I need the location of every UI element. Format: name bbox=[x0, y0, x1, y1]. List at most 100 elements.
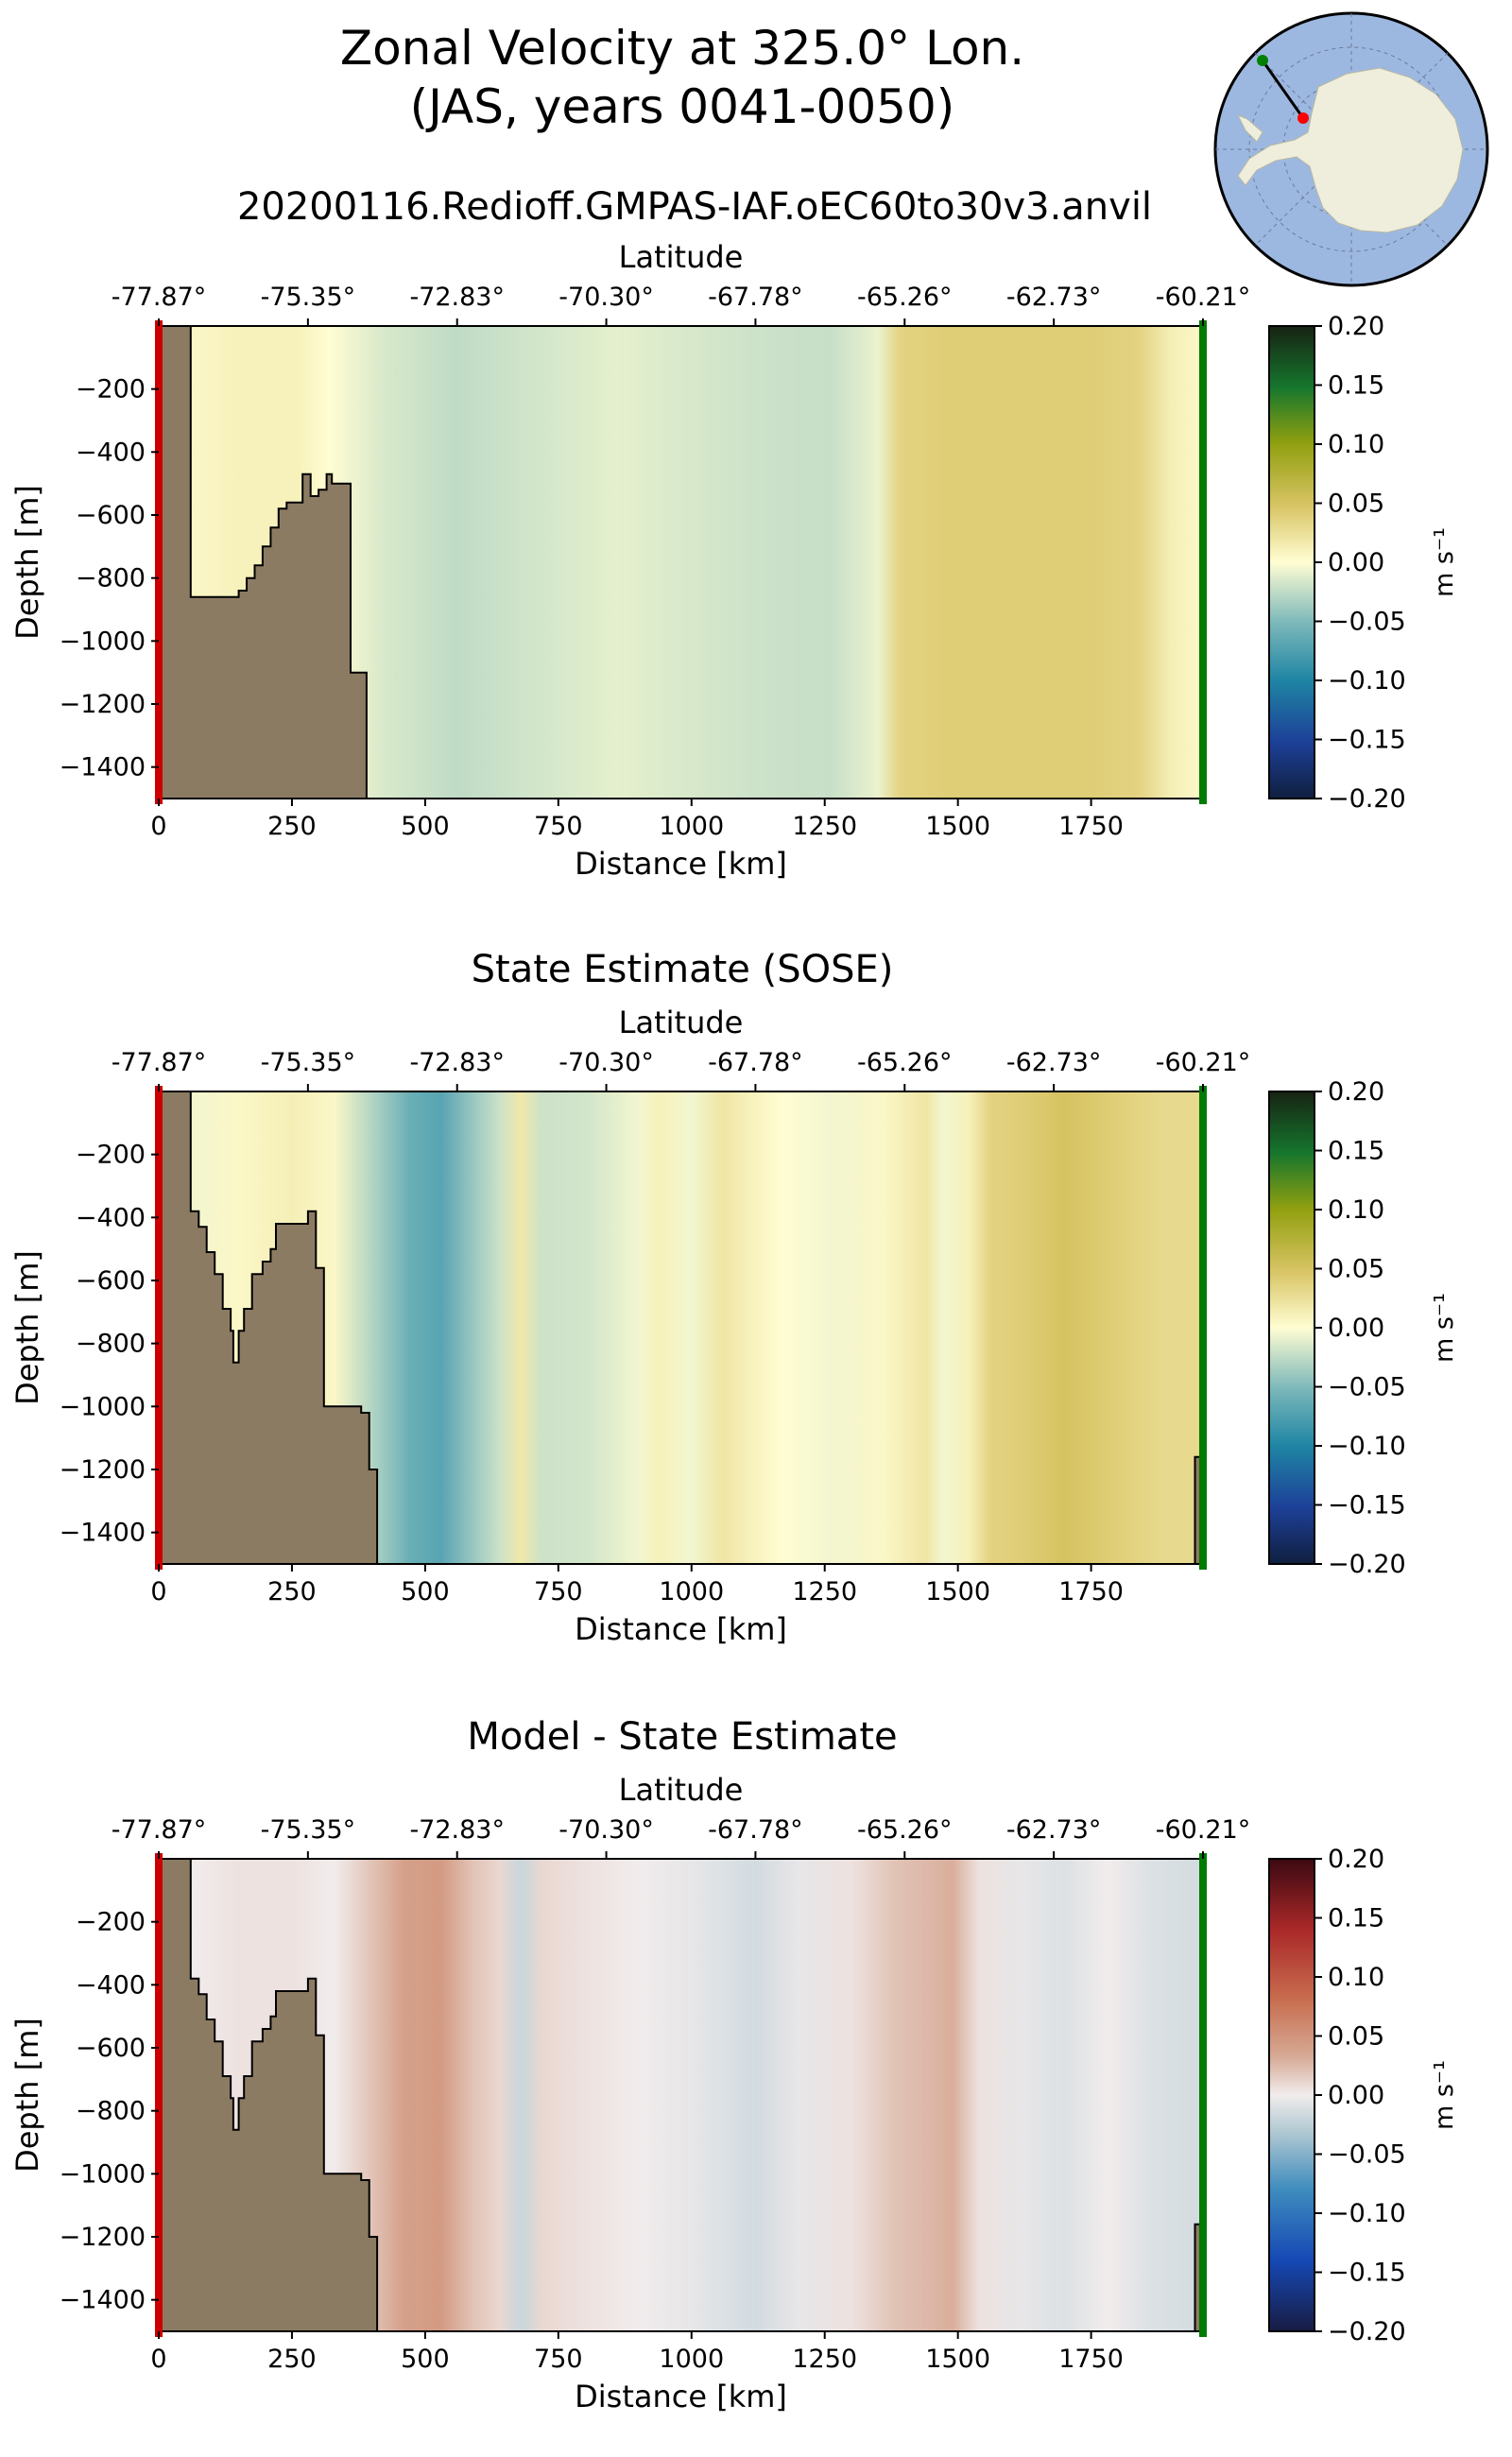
lat-tick-label: -75.35° bbox=[261, 283, 356, 312]
lat-tick-label: -60.21° bbox=[1156, 283, 1251, 312]
panel-title: Model - State Estimate bbox=[467, 1715, 897, 1759]
bathymetry-left bbox=[158, 1858, 379, 2332]
run-name: 20200116.Redioff.GMPAS-IAF.oEC60to30v3.a… bbox=[237, 185, 1152, 229]
y-tick-label: −400 bbox=[76, 1970, 146, 2000]
colorbar-tick-label: 0.10 bbox=[1328, 430, 1384, 459]
lat-tick-label: -72.83° bbox=[409, 1815, 505, 1845]
lat-tick-label: -62.73° bbox=[1006, 283, 1102, 312]
lat-tick-label: -65.26° bbox=[857, 1815, 953, 1845]
panel-2: State Estimate (SOSE) 0 250 500 750 1000 1250 1… bbox=[9, 948, 1459, 1647]
lat-tick-label: -77.87° bbox=[112, 1048, 207, 1077]
y-tick-label: −1000 bbox=[60, 1392, 146, 1421]
transect-start-marker bbox=[155, 1086, 163, 1570]
x-axis-label: Distance [km] bbox=[575, 846, 787, 882]
transect-end-marker bbox=[1199, 320, 1207, 804]
transect-end-marker bbox=[1199, 1853, 1207, 2337]
bathymetry-left bbox=[158, 1091, 379, 1565]
lat-tick-label: -75.35° bbox=[261, 1048, 356, 1077]
lat-tick-label: -67.78° bbox=[708, 283, 803, 312]
latitude-axis-label: Latitude bbox=[619, 1005, 744, 1040]
colorbar-tick-label: 0.20 bbox=[1328, 312, 1384, 341]
x-axis-label: Distance [km] bbox=[575, 1611, 787, 1647]
x-tick-label: 1250 bbox=[792, 2345, 857, 2374]
x-tick-label: 750 bbox=[534, 1577, 583, 1606]
colorbar-tick-label: −0.20 bbox=[1328, 784, 1406, 814]
bathymetry-left bbox=[158, 325, 368, 799]
transect-start-marker bbox=[155, 320, 163, 804]
x-tick-label: 1000 bbox=[659, 2345, 724, 2374]
colorbar-tick-label: −0.05 bbox=[1328, 2140, 1406, 2170]
y-tick-label: −200 bbox=[76, 1141, 146, 1170]
colorbar-tick-label: 0.15 bbox=[1328, 371, 1384, 401]
y-tick-label: −600 bbox=[76, 1266, 146, 1296]
y-tick-label: −1000 bbox=[60, 627, 146, 656]
x-tick-label: 1500 bbox=[925, 1577, 990, 1606]
colorbar-tick-label: −0.15 bbox=[1328, 1491, 1406, 1521]
x-tick-label: 500 bbox=[401, 1577, 450, 1606]
colorbar bbox=[1268, 1858, 1315, 2332]
figure-title-line1: Zonal Velocity at 325.0° Lon. bbox=[340, 21, 1024, 76]
y-tick-label: −200 bbox=[76, 375, 146, 404]
lat-tick-label: -65.26° bbox=[857, 283, 953, 312]
lat-tick-label: -70.30° bbox=[558, 283, 654, 312]
transect-start-marker bbox=[155, 1853, 163, 2337]
colorbar-tick-label: 0.10 bbox=[1328, 1963, 1384, 1992]
lat-tick-label: -67.78° bbox=[708, 1048, 803, 1077]
x-tick-label: 1500 bbox=[925, 812, 990, 841]
y-tick-label: −1200 bbox=[60, 2223, 146, 2252]
colorbar-tick-label: 0.05 bbox=[1328, 1255, 1384, 1284]
colorbar-tick-label: 0.00 bbox=[1328, 548, 1384, 577]
y-tick-label: −400 bbox=[76, 438, 146, 467]
latitude-axis-label: Latitude bbox=[619, 239, 744, 275]
panel-title: State Estimate (SOSE) bbox=[472, 948, 894, 991]
colorbar bbox=[1268, 1091, 1315, 1565]
x-tick-label: 750 bbox=[534, 812, 583, 841]
colorbar-label: m s⁻¹ bbox=[1430, 2060, 1459, 2130]
x-tick-label: 1250 bbox=[792, 1577, 857, 1606]
y-tick-label: −400 bbox=[76, 1203, 146, 1232]
colorbar-tick-label: −0.20 bbox=[1328, 2317, 1406, 2346]
y-tick-label: −600 bbox=[76, 501, 146, 530]
colorbar-tick-label: 0.00 bbox=[1328, 1314, 1384, 1343]
y-tick-label: −200 bbox=[76, 1908, 146, 1937]
colorbar-tick-label: −0.10 bbox=[1328, 1432, 1406, 1461]
colorbar-tick-label: 0.05 bbox=[1328, 490, 1384, 519]
y-tick-label: −1200 bbox=[60, 690, 146, 719]
x-tick-label: 1750 bbox=[1058, 2345, 1124, 2374]
x-tick-label: 1750 bbox=[1058, 1577, 1124, 1606]
colorbar-tick-label: −0.05 bbox=[1328, 608, 1406, 637]
lat-tick-label: -70.30° bbox=[558, 1048, 654, 1077]
lat-tick-label: -72.83° bbox=[409, 283, 505, 312]
colorbar-label: m s⁻¹ bbox=[1430, 527, 1459, 597]
x-tick-label: 500 bbox=[401, 2345, 450, 2374]
y-tick-label: −600 bbox=[76, 2034, 146, 2063]
colorbar-tick-label: 0.20 bbox=[1328, 1077, 1384, 1107]
x-tick-label: 0 bbox=[150, 812, 166, 841]
inset-transect-end-dot bbox=[1257, 55, 1268, 66]
lat-tick-label: -62.73° bbox=[1006, 1815, 1102, 1845]
x-tick-label: 750 bbox=[534, 2345, 583, 2374]
y-tick-label: −800 bbox=[76, 2097, 146, 2126]
colorbar-tick-label: −0.15 bbox=[1328, 726, 1406, 755]
colorbar-tick-label: −0.20 bbox=[1328, 1550, 1406, 1579]
x-tick-label: 1000 bbox=[659, 812, 724, 841]
x-tick-label: 1250 bbox=[792, 812, 857, 841]
colorbar-label: m s⁻¹ bbox=[1430, 1293, 1459, 1363]
lat-tick-label: -77.87° bbox=[112, 1815, 207, 1845]
colorbar-tick-label: −0.15 bbox=[1328, 2259, 1406, 2288]
y-tick-label: −1400 bbox=[60, 1519, 146, 1548]
colorbar-tick-label: 0.20 bbox=[1328, 1845, 1384, 1874]
figure-title-line2: (JAS, years 0041-0050) bbox=[410, 79, 955, 134]
colorbar-tick-label: −0.10 bbox=[1328, 666, 1406, 696]
colorbar-tick-label: 0.10 bbox=[1328, 1195, 1384, 1225]
inset-transect-line bbox=[1261, 60, 1305, 119]
lat-tick-label: -60.21° bbox=[1156, 1815, 1251, 1845]
antarctic-peninsula bbox=[1236, 114, 1263, 143]
y-tick-label: −800 bbox=[76, 1330, 146, 1359]
x-tick-label: 0 bbox=[150, 2345, 166, 2374]
x-tick-label: 1500 bbox=[925, 2345, 990, 2374]
lat-tick-label: -75.35° bbox=[261, 1815, 356, 1845]
transect-end-marker bbox=[1199, 1086, 1207, 1570]
panel-3: Model - State Estimate 0 250 500 750 1000 1250… bbox=[9, 1715, 1459, 2414]
inset-transect-start-dot bbox=[1297, 112, 1309, 124]
